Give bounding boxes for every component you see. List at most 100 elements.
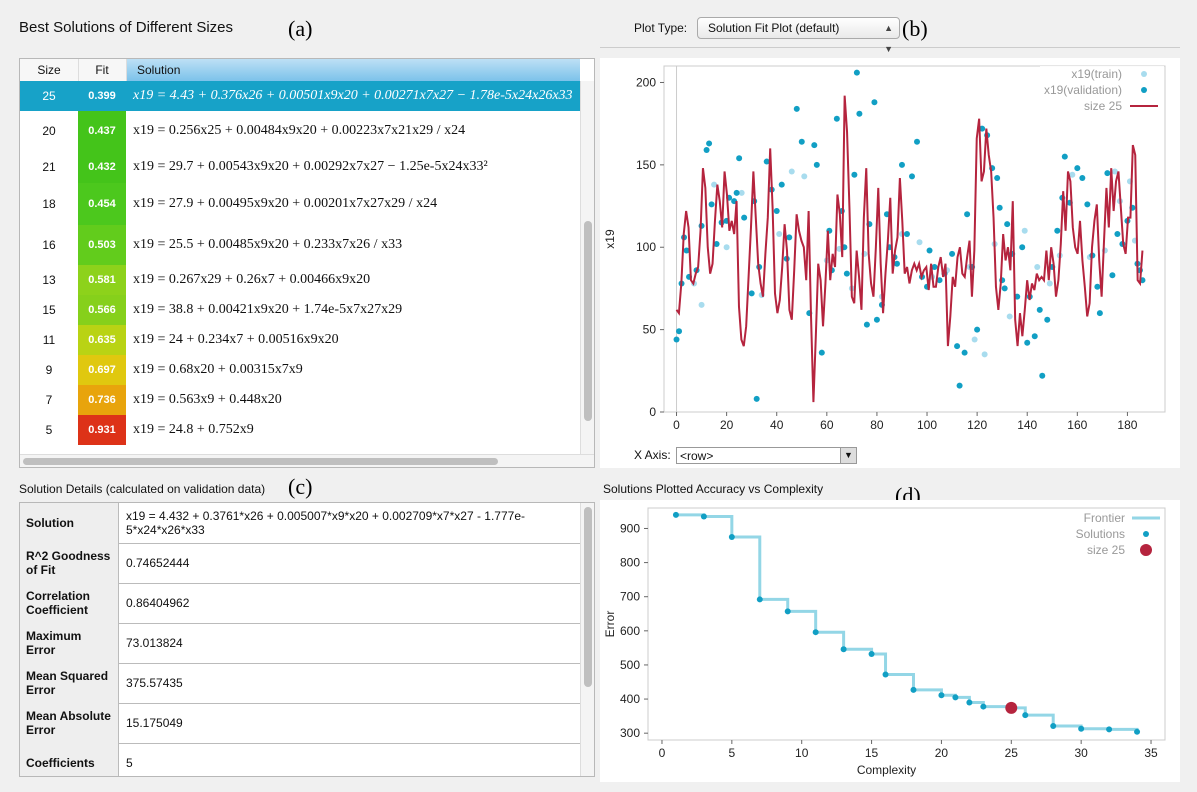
train-point [981,351,988,358]
fit-cell: 0.697 [78,355,126,385]
legend-label: size 25 [1084,99,1122,113]
table-row[interactable]: 25 0.399 x19 = 4.43 + 0.376x26 + 0.00501x9… [20,81,580,111]
validation-point [1001,285,1008,292]
validation-point [1079,175,1086,182]
solution-point [812,629,819,636]
solution-cell: x19 = 25.5 + 0.00485x9x20 + 0.233x7x26 /… [133,237,403,252]
detail-value: 0.74652444 [126,556,190,570]
detail-value: 73.013824 [126,636,183,650]
validation-point [736,155,743,162]
scrollbar-thumb[interactable] [584,221,592,421]
solutions-table: Size Fit Solution 25 0.399 x19 = 4.43 + 0.… [19,58,595,468]
legend-label: size 25 [1087,543,1125,557]
solution-cell: x19 = 38.8 + 0.00421x9x20 + 1.74e-5x7x27… [133,302,403,317]
scrollbar-thumb[interactable] [23,458,498,465]
solution-cell: x19 = 27.9 + 0.00495x9x20 + 0.00201x7x27… [133,196,438,211]
validation-point [753,395,760,402]
fit-cell: 0.503 [78,225,126,265]
table-row[interactable]: 15 0.566 x19 = 38.8 + 0.00421x9x20 + 1.74e… [20,295,580,325]
validation-point [1004,221,1011,228]
vertical-scrollbar[interactable] [580,81,594,457]
table-row[interactable]: 21 0.432 x19 = 29.7 + 0.00543x9x20 + 0.002… [20,151,580,183]
x-axis-select[interactable]: <row> ▼ [676,447,857,464]
detail-key: Maximum Error [20,623,119,663]
y-tick-label: 800 [620,556,640,570]
validation-point [676,328,683,335]
validation-point [914,138,921,145]
size-cell: 5 [45,423,53,437]
horizontal-scrollbar[interactable] [20,454,594,467]
column-header-size[interactable]: Size [20,59,79,81]
detail-value: 0.86404962 [126,596,190,610]
solution-cell: x19 = 0.256x25 + 0.00484x9x20 + 0.00223x… [133,123,466,138]
table-row[interactable]: 20 0.437 x19 = 0.256x25 + 0.00484x9x20 + 0… [20,111,580,151]
frontier-line [675,513,1139,732]
validation-point [1024,339,1031,346]
validation-point [843,270,850,277]
table-row[interactable]: 13 0.581 x19 = 0.267x29 + 0.26x7 + 0.00466… [20,265,580,295]
plot-type-select[interactable]: Solution Fit Plot (default) ▲ ▼ [697,17,900,54]
legend-swatch [1143,531,1149,537]
fit-cell: 0.432 [78,151,126,183]
detail-row: Coefficients 5 [20,743,580,776]
validation-point [871,99,878,106]
y-tick-label: 150 [636,158,656,172]
legend: x19(train) x19(validation) size 25 [1040,66,1164,118]
table-row[interactable]: 7 0.736 x19 = 0.563x9 + 0.448x20 [20,385,580,415]
validation-point [926,247,933,254]
table-row[interactable]: 11 0.635 x19 = 24 + 0.234x7 + 0.00516x9x20 [20,325,580,355]
solution-cell: x19 = 0.267x29 + 0.26x7 + 0.00466x9x20 [133,272,371,287]
table-row[interactable]: 9 0.697 x19 = 0.68x20 + 0.00315x7x9 [20,355,580,385]
detail-key: R^2 Goodness of Fit [20,543,119,583]
vertical-scrollbar[interactable] [580,503,594,776]
x-axis-label: Complexity [857,763,916,777]
validation-point [798,138,805,145]
x-tick-label: 25 [1005,746,1019,760]
validation-point [856,110,863,117]
table-row[interactable]: 16 0.503 x19 = 25.5 + 0.00485x9x20 + 0.233… [20,225,580,265]
solution-point [1022,712,1029,719]
validation-point [1039,372,1046,379]
y-tick-label: 700 [620,590,640,604]
column-header-solution[interactable]: Solution [127,59,580,81]
validation-point [964,211,971,218]
train-point [916,239,923,246]
validation-point [833,115,840,122]
validation-point [893,260,900,267]
y-tick-label: 500 [620,658,640,672]
panel-a-label: (a) [288,16,313,41]
validation-point [1094,283,1101,290]
train-point [1046,280,1053,287]
solution-point [1106,726,1113,733]
train-point [801,173,808,180]
validation-point [974,326,981,333]
table-row[interactable]: 18 0.454 x19 = 27.9 + 0.00495x9x20 + 0.002… [20,183,580,225]
train-point [723,244,730,251]
table-row[interactable]: 5 0.931 x19 = 24.8 + 0.752x9 [20,415,580,445]
x-tick-label: 80 [870,418,884,432]
solution-cell: x19 = 4.43 + 0.376x26 + 0.00501x9x20 + 0… [133,88,573,103]
y-axis-label: x19 [603,229,617,249]
dropdown-arrow-icon[interactable]: ▼ [840,448,856,463]
train-point [738,189,745,196]
legend-label: Frontier [1084,511,1125,525]
validation-point [706,140,713,147]
validation-point [961,349,968,356]
solution-point [910,686,917,693]
scrollbar-thumb[interactable] [584,507,592,687]
x-tick-label: 10 [795,746,809,760]
fit-cell: 0.437 [78,111,126,151]
solution-point [728,534,735,540]
solution-point [868,651,875,658]
legend-label: x19(train) [1071,67,1122,81]
train-point [1111,168,1118,175]
legend-label: x19(validation) [1044,83,1122,97]
column-header-fit[interactable]: Fit [78,59,127,81]
accuracy-complexity-svg: 0 5 10 15 20 25 30 35 300 400 500 600 700 800 900 Compl… [603,507,1166,777]
legend-swatch [1141,87,1147,93]
train-point [711,181,718,188]
size-cell: 18 [42,197,56,211]
size-cell: 15 [42,303,56,317]
validation-point [1036,306,1043,313]
x-axis-value: <row> [680,449,714,463]
